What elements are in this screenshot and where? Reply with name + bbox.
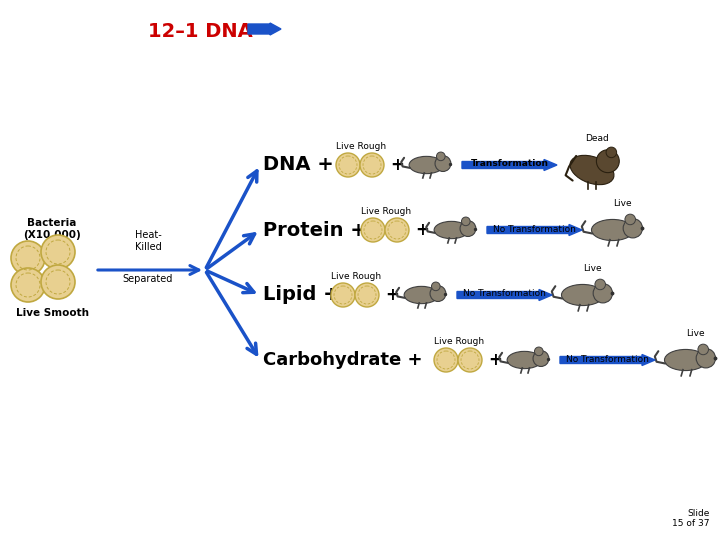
Circle shape	[696, 348, 716, 368]
Circle shape	[430, 286, 446, 301]
Text: Live Rough: Live Rough	[434, 337, 484, 346]
FancyArrow shape	[487, 225, 582, 235]
Circle shape	[606, 147, 616, 158]
Text: No Transformation: No Transformation	[493, 225, 576, 233]
Circle shape	[11, 268, 45, 302]
Text: No Transformation: No Transformation	[566, 354, 649, 363]
Ellipse shape	[592, 219, 634, 240]
Circle shape	[41, 235, 75, 269]
Circle shape	[624, 219, 642, 238]
Text: Lipid +: Lipid +	[263, 286, 340, 305]
Text: Live Rough: Live Rough	[331, 272, 381, 281]
Circle shape	[698, 344, 708, 355]
FancyArrow shape	[462, 159, 557, 171]
FancyArrow shape	[248, 23, 281, 35]
Text: +: +	[488, 351, 502, 369]
Text: +: +	[415, 221, 429, 239]
Text: Dead: Dead	[585, 134, 609, 143]
Ellipse shape	[404, 286, 438, 303]
Text: DNA +: DNA +	[263, 156, 334, 174]
Circle shape	[431, 282, 440, 291]
Circle shape	[336, 153, 360, 177]
Text: Live: Live	[613, 199, 631, 208]
Circle shape	[625, 214, 636, 225]
Ellipse shape	[434, 221, 469, 239]
Circle shape	[458, 348, 482, 372]
Text: Transformation: Transformation	[470, 159, 549, 168]
Text: Carbohydrate +: Carbohydrate +	[263, 351, 423, 369]
Circle shape	[331, 283, 355, 307]
Circle shape	[434, 348, 458, 372]
Text: 12–1 DNA: 12–1 DNA	[148, 22, 253, 41]
Circle shape	[462, 217, 470, 226]
Circle shape	[596, 150, 619, 173]
Ellipse shape	[562, 285, 603, 306]
Circle shape	[595, 279, 606, 290]
Text: Slide
15 of 37: Slide 15 of 37	[672, 509, 710, 528]
Text: Live Rough: Live Rough	[361, 207, 411, 216]
Circle shape	[11, 241, 45, 275]
Circle shape	[533, 350, 549, 367]
Text: +: +	[390, 156, 404, 174]
Circle shape	[436, 152, 445, 161]
Text: Heat-
Killed: Heat- Killed	[135, 231, 161, 252]
Circle shape	[41, 265, 75, 299]
Circle shape	[361, 218, 385, 242]
FancyArrow shape	[560, 354, 655, 366]
Text: Bacteria
(X10,000): Bacteria (X10,000)	[23, 218, 81, 240]
Ellipse shape	[665, 349, 707, 370]
Circle shape	[360, 153, 384, 177]
Text: +: +	[385, 286, 399, 304]
Ellipse shape	[507, 352, 541, 369]
Circle shape	[460, 221, 476, 237]
Circle shape	[593, 284, 613, 303]
Circle shape	[435, 156, 451, 172]
Text: Separated: Separated	[123, 274, 174, 284]
Circle shape	[355, 283, 379, 307]
Text: Protein +: Protein +	[263, 220, 366, 240]
Circle shape	[385, 218, 409, 242]
Text: Live Rough: Live Rough	[336, 142, 386, 151]
Ellipse shape	[570, 156, 614, 185]
Text: Live Smooth: Live Smooth	[16, 308, 89, 318]
Text: Live: Live	[582, 264, 601, 273]
FancyArrow shape	[457, 289, 552, 300]
Text: No Transformation: No Transformation	[463, 289, 546, 299]
Ellipse shape	[409, 157, 444, 174]
Text: Live: Live	[685, 329, 704, 338]
Circle shape	[534, 347, 543, 356]
